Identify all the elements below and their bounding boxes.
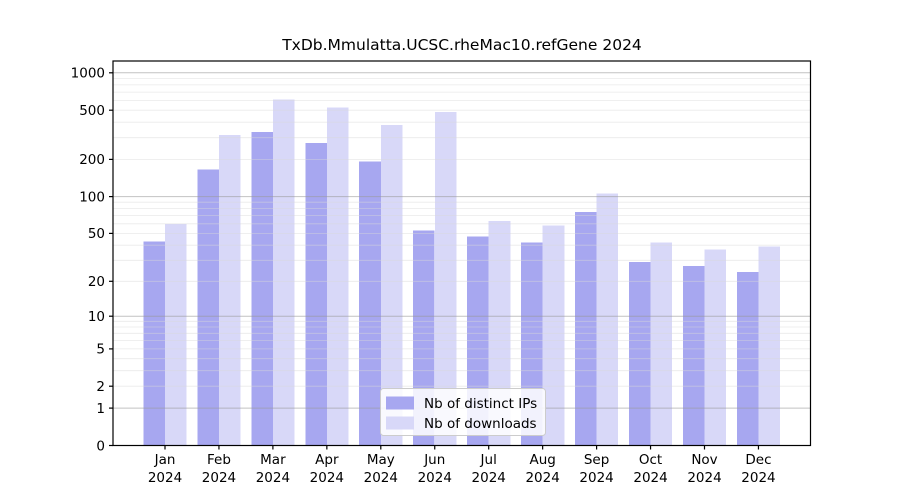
x-tick-label-month: Dec: [745, 452, 771, 468]
legend-box: [380, 388, 546, 436]
x-tick-label-year: 2024: [310, 470, 344, 486]
y-tick-label: 500: [79, 103, 105, 119]
bar-distinct-ips-feb: [197, 169, 219, 446]
x-tick-label-year: 2024: [256, 470, 290, 486]
bar-downloads-jun: [434, 111, 457, 446]
bar-distinct-ips-apr: [305, 142, 327, 446]
x-tick-label-year: 2024: [472, 470, 506, 486]
x-tick-label-month: Oct: [639, 452, 662, 468]
bar-distinct-ips-mar: [251, 131, 273, 446]
bar-downloads-nov: [704, 249, 727, 446]
chart-title: TxDb.Mmulatta.UCSC.rheMac10.refGene 2024: [282, 36, 642, 54]
x-tick-label-year: 2024: [525, 470, 559, 486]
x-tick-label-month: Jul: [480, 452, 497, 468]
x-tick-label-month: Nov: [691, 452, 717, 468]
x-tick-label-month: May: [367, 452, 395, 468]
y-tick-label: 50: [88, 226, 105, 242]
bar-distinct-ips-oct: [628, 262, 651, 446]
bar-downloads-apr: [326, 107, 349, 446]
x-tick-label-year: 2024: [364, 470, 398, 486]
y-tick-label: 0: [96, 438, 105, 454]
bar-distinct-ips-nov: [682, 265, 705, 446]
axes-group: 0 1 2 5 10 20 50 100 200 500 1000 Jan 2024 Feb 2024 Mar…: [71, 60, 812, 486]
bar-distinct-ips-sep: [575, 211, 597, 446]
plot-border: [112, 60, 812, 447]
y-tick-label: 100: [79, 189, 105, 205]
x-tick-label-month: Apr: [315, 452, 339, 468]
y-tick-label: 5: [96, 342, 105, 358]
bar-downloads-may: [380, 125, 403, 446]
bar-distinct-ips-may: [359, 161, 381, 446]
x-tick-label-month: Jan: [154, 452, 176, 468]
bar-distinct-ips-jan: [143, 241, 165, 446]
x-tick-label-month: Feb: [207, 452, 231, 468]
bar-downloads-dec: [758, 246, 781, 446]
bar-downloads-feb: [218, 135, 241, 446]
x-tick-label-month: Jun: [423, 452, 445, 468]
y-tick-label: 20: [88, 274, 105, 290]
x-tick-label-year: 2024: [579, 470, 613, 486]
x-tick-label-year: 2024: [687, 470, 721, 486]
x-tick-label-year: 2024: [633, 470, 667, 486]
y-tick-label: 1000: [71, 66, 105, 82]
legend-label-distinct-ips: Nb of distinct IPs: [424, 396, 537, 412]
x-tick-label-month: Sep: [584, 452, 609, 468]
x-tick-label-month: Aug: [529, 452, 555, 468]
legend-swatch-downloads: [386, 416, 414, 430]
y-tick-label: 10: [88, 309, 105, 325]
x-tick-label-year: 2024: [202, 470, 236, 486]
x-tick-label-year: 2024: [148, 470, 182, 486]
x-tick-label-year: 2024: [418, 470, 452, 486]
x-tick-label-month: Mar: [260, 452, 286, 468]
y-tick-label: 2: [96, 379, 105, 395]
y-tick-label: 1: [96, 401, 105, 417]
bar-downloads-sep: [596, 193, 619, 446]
x-tick-label-year: 2024: [741, 470, 775, 486]
gridlines-group: [113, 72, 811, 409]
legend-swatch-distinct-ips: [386, 396, 414, 410]
legend-label-downloads: Nb of downloads: [424, 416, 537, 432]
y-tick-label: 200: [79, 152, 105, 168]
bar-downloads-oct: [650, 242, 673, 446]
bar-downloads-jan: [165, 223, 187, 446]
bar-downloads-aug: [542, 225, 565, 446]
legend: Nb of distinct IPs Nb of downloads: [380, 388, 546, 436]
bar-downloads-mar: [272, 99, 295, 446]
